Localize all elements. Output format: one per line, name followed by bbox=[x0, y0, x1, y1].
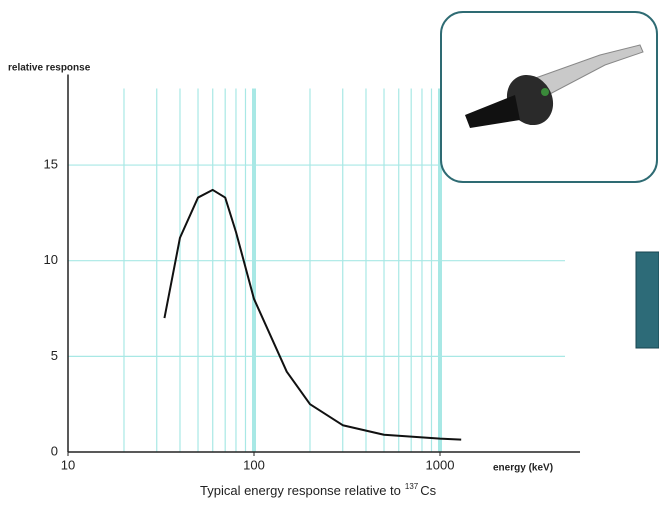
response-curve bbox=[163, 188, 462, 441]
y-axis-label: relative response bbox=[8, 63, 91, 74]
probe-tip bbox=[465, 95, 520, 128]
photo-panel bbox=[440, 11, 658, 183]
y-tick-label: 0 bbox=[51, 443, 58, 458]
y-tick-label: 15 bbox=[44, 156, 58, 171]
x-axis-label: energy (keV) bbox=[493, 463, 553, 474]
x-tick-label: 100 bbox=[243, 457, 265, 472]
x-tick-label: 1000 bbox=[426, 457, 455, 472]
caption-superscript: 137 bbox=[405, 482, 419, 491]
y-tick-label: 5 bbox=[51, 348, 58, 363]
probe-led bbox=[541, 88, 549, 96]
caption-element: Cs bbox=[420, 483, 436, 498]
y-tick-label: 10 bbox=[44, 252, 58, 267]
x-tick-label: 10 bbox=[61, 457, 75, 472]
caption: Typical energy response relative to 137 Cs bbox=[200, 482, 437, 498]
side-panel bbox=[635, 251, 659, 349]
caption-text: Typical energy response relative to bbox=[200, 483, 401, 498]
